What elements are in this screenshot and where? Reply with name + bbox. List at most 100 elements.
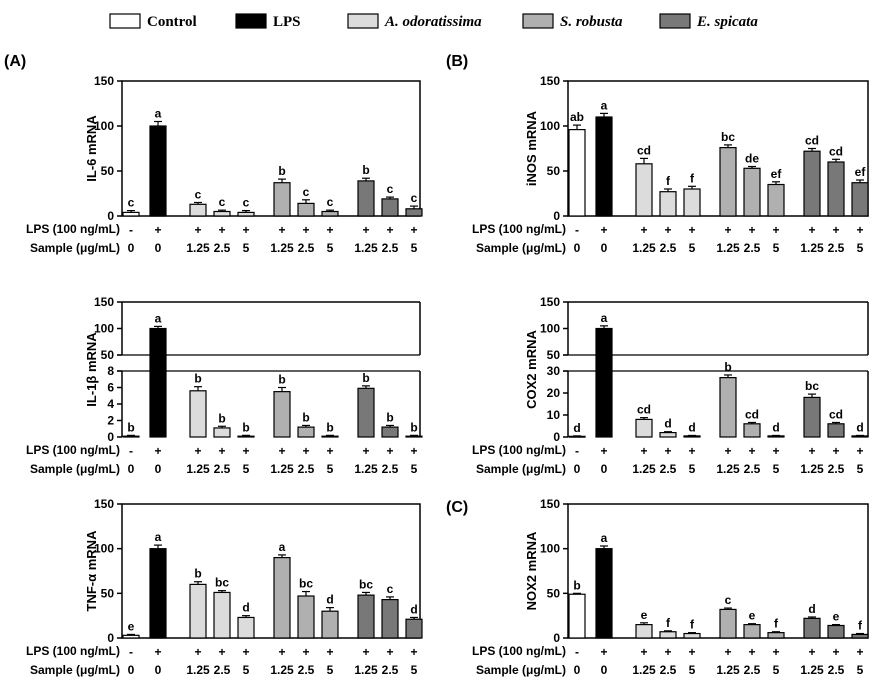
lps-cell-inos-10: +: [856, 223, 863, 237]
sample-row-label-nox2: Sample (μg/mL): [476, 663, 566, 677]
bar-nox2-2: [635, 623, 653, 639]
bar-tnfa-2: [189, 583, 207, 639]
lps-cell-nox2-5: +: [724, 645, 731, 659]
bar-il1b-6: [297, 426, 315, 438]
sample-cell-inos-10: 5: [857, 241, 864, 255]
sig-letter-nox2-0: b: [573, 578, 580, 592]
sig-letter-inos-6: de: [745, 152, 759, 166]
sig-letter-inos-4: f: [690, 171, 695, 185]
bar-cox2-6: [743, 423, 761, 438]
legend-swatch-1: [235, 13, 267, 29]
bar-il6-0: [122, 211, 140, 217]
sig-letter-cox2-6: cd: [745, 407, 759, 421]
y-tick-label-il1b: 50: [101, 348, 115, 362]
sample-cell-inos-4: 5: [689, 241, 696, 255]
sig-letter-cox2-10: d: [856, 420, 863, 434]
sig-letter-il1b-4: b: [242, 420, 249, 434]
sample-cell-il1b-0: 0: [128, 462, 135, 476]
bar-il1b-3: [213, 427, 231, 438]
sample-row-label-il6: Sample (μg/mL): [30, 241, 120, 255]
lps-row-label-il6: LPS (100 ng/mL): [26, 222, 120, 236]
lps-cell-tnfa-8: +: [362, 645, 369, 659]
lps-cell-cox2-10: +: [856, 444, 863, 458]
lps-cell-il1b-0: -: [129, 444, 133, 458]
sig-letter-il6-6: c: [303, 185, 310, 199]
sig-letter-cox2-5: b: [724, 360, 731, 374]
sig-letter-inos-3: f: [666, 174, 671, 188]
sig-letter-il6-8: b: [362, 163, 369, 177]
sample-cell-il1b-2: 1.25: [186, 462, 210, 476]
legend-label-3: S. robusta: [560, 14, 623, 30]
bar-tnfa-7: [321, 610, 339, 639]
sample-cell-cox2-6: 2.5: [744, 462, 761, 476]
sample-cell-tnfa-9: 2.5: [382, 663, 399, 677]
bar-il6-4: [237, 211, 255, 217]
sample-cell-il1b-3: 2.5: [214, 462, 231, 476]
sample-cell-il1b-10: 5: [411, 462, 418, 476]
sig-letter-il1b-1: a: [155, 311, 162, 325]
bar-inos-2: [635, 163, 653, 217]
bar-cox2-1: [595, 327, 613, 438]
lps-cell-cox2-7: +: [772, 444, 779, 458]
sig-letter-il6-0: c: [128, 196, 135, 210]
lps-cell-tnfa-0: -: [129, 645, 133, 659]
lps-cell-il6-7: +: [326, 223, 333, 237]
sample-cell-cox2-9: 2.5: [828, 462, 845, 476]
sample-cell-cox2-4: 5: [689, 462, 696, 476]
legend-label-1: LPS: [273, 14, 301, 30]
plot-frame-tnfa: [121, 503, 421, 639]
bar-cox2-9: [827, 423, 845, 438]
sample-cell-tnfa-6: 2.5: [298, 663, 315, 677]
lps-cell-nox2-9: +: [832, 645, 839, 659]
sig-letter-il6-2: c: [195, 188, 202, 202]
sig-letter-nox2-4: f: [690, 618, 695, 632]
sample-cell-inos-2: 1.25: [632, 241, 656, 255]
plot-frame-inos: [567, 80, 869, 217]
lps-cell-il1b-6: +: [302, 444, 309, 458]
y-tick-label-il6: 0: [107, 209, 114, 223]
bar-tnfa-9: [381, 598, 399, 639]
sample-cell-il1b-4: 5: [243, 462, 250, 476]
lps-cell-il1b-4: +: [242, 444, 249, 458]
bar-il6-9: [381, 198, 399, 217]
sample-cell-cox2-8: 1.25: [800, 462, 824, 476]
sample-cell-tnfa-0: 0: [128, 663, 135, 677]
y-axis-label-il6: IL-6 mRNA: [84, 115, 99, 182]
sig-letter-il1b-2: b: [194, 372, 201, 386]
lps-cell-cox2-3: +: [664, 444, 671, 458]
sig-letter-inos-8: cd: [805, 134, 819, 148]
sample-cell-nox2-0: 0: [574, 663, 581, 677]
sample-cell-il1b-1: 0: [155, 462, 162, 476]
sig-letter-nox2-1: a: [601, 531, 608, 545]
lps-cell-tnfa-1: +: [154, 645, 161, 659]
sample-cell-cox2-2: 1.25: [632, 462, 656, 476]
sample-cell-inos-6: 2.5: [744, 241, 761, 255]
sig-letter-nox2-8: d: [808, 602, 815, 616]
bar-tnfa-8: [357, 594, 375, 639]
legend-swatch-4: [659, 13, 691, 29]
sample-row-label-cox2: Sample (μg/mL): [476, 462, 566, 476]
lps-cell-nox2-4: +: [688, 645, 695, 659]
sample-cell-tnfa-8: 1.25: [354, 663, 378, 677]
sample-cell-il6-10: 5: [411, 241, 418, 255]
bar-cox2-4: [683, 435, 701, 438]
y-tick-label-tnfa: 150: [94, 497, 114, 511]
y-tick-label-tnfa: 50: [101, 586, 115, 600]
bar-il6-5: [273, 182, 291, 217]
lps-cell-nox2-0: -: [575, 645, 579, 659]
sample-cell-il1b-9: 2.5: [382, 462, 399, 476]
sig-letter-cox2-8: bc: [805, 379, 819, 393]
y-tick-label-cox2: 30: [547, 364, 561, 378]
y-axis-label-inos: iNOS mRNA: [524, 110, 539, 186]
bar-il6-10: [405, 208, 423, 217]
lps-row-label-il1b: LPS (100 ng/mL): [26, 443, 120, 457]
sig-letter-tnfa-5: a: [279, 540, 286, 554]
lps-cell-il6-1: +: [154, 223, 161, 237]
sample-cell-il6-6: 2.5: [298, 241, 315, 255]
lps-cell-inos-4: +: [688, 223, 695, 237]
sample-cell-nox2-2: 1.25: [632, 663, 656, 677]
lps-cell-cox2-1: +: [600, 444, 607, 458]
lps-cell-nox2-10: +: [856, 645, 863, 659]
sig-letter-inos-7: ef: [771, 167, 783, 181]
lps-row-label-inos: LPS (100 ng/mL): [472, 222, 566, 236]
